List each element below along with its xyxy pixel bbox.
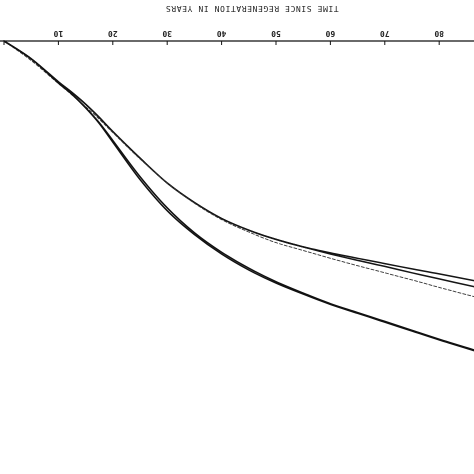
x-tick-label: 60	[325, 29, 335, 38]
x-tick-label: 40	[217, 29, 227, 38]
x-tick-label: 30	[162, 29, 172, 38]
series-4-line	[3, 40, 474, 351]
series-group	[3, 40, 474, 352]
x-tick-label: 80	[434, 29, 444, 38]
x-tick-label: 20	[108, 29, 118, 38]
series-1-line	[3, 40, 474, 282]
series-2-line	[3, 40, 474, 288]
x-tick-label: 70	[380, 29, 390, 38]
x-axis-title: TIME SINCE REGENERATION IN YEARS	[165, 4, 338, 13]
series-3-line	[3, 40, 474, 298]
x-axis: 10 20 30 40 50 60 70 80	[0, 29, 474, 45]
series-5-line	[3, 40, 474, 352]
x-tick-label: 10	[53, 29, 63, 38]
x-tick-label: 50	[271, 29, 281, 38]
